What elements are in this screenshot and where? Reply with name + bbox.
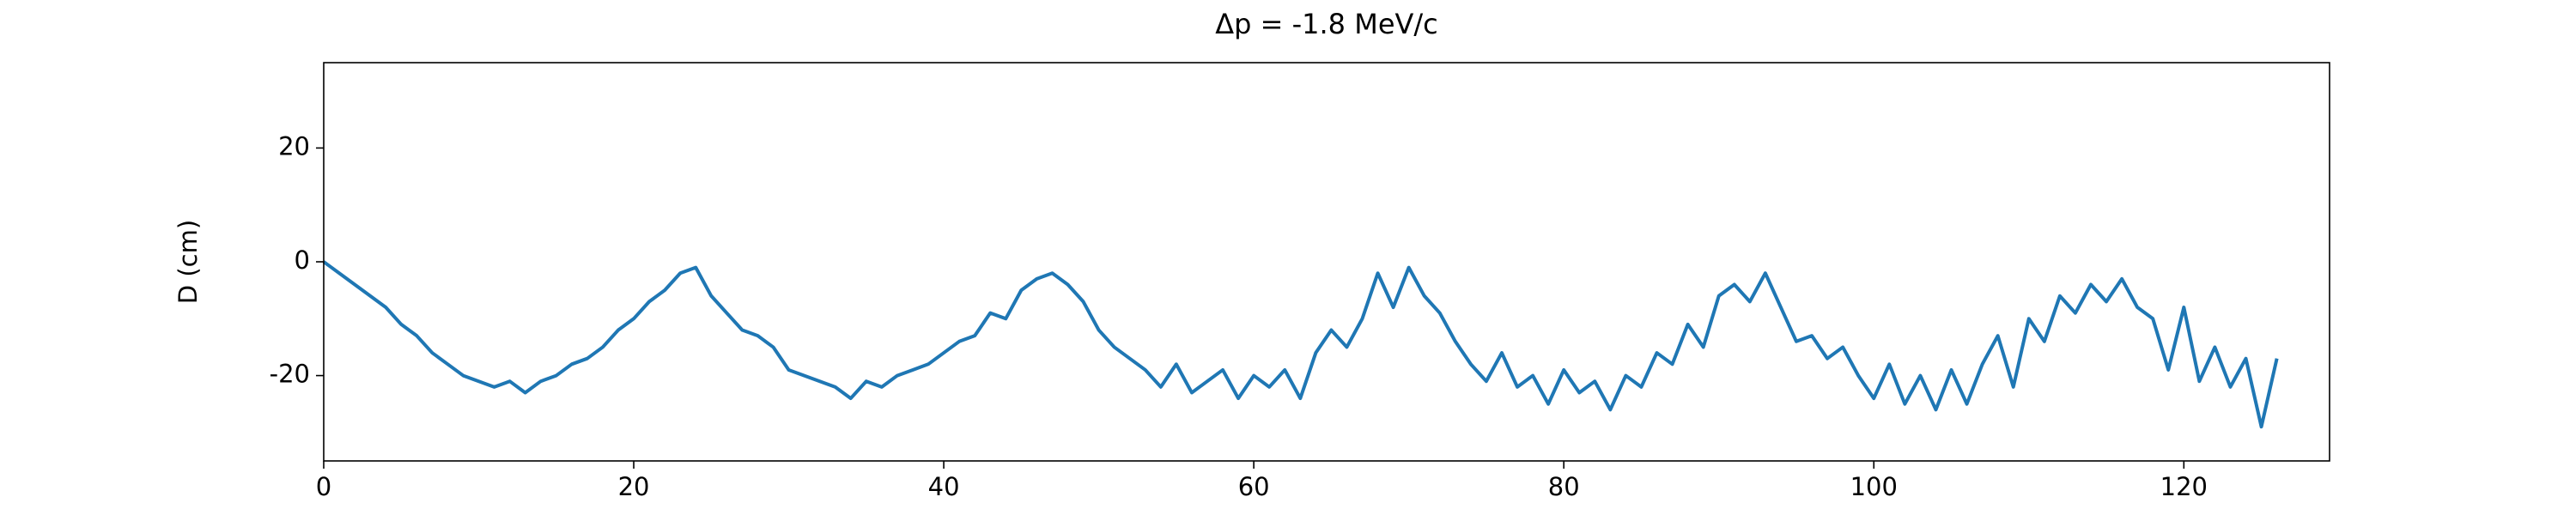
x-tick-label: 100 (1850, 472, 1898, 501)
x-tick-label: 20 (618, 472, 650, 501)
y-tick-label: 0 (295, 245, 310, 275)
plot-frame (323, 62, 2330, 462)
x-tick-label: 60 (1238, 472, 1270, 501)
x-tick-label: 0 (316, 472, 331, 501)
x-tick-label: 40 (928, 472, 960, 501)
x-tick-label: 120 (2160, 472, 2208, 501)
y-tick-label: 20 (278, 131, 310, 161)
y-axis-label: D (cm) (173, 220, 203, 304)
data-line (322, 260, 2279, 429)
x-tick-label: 80 (1548, 472, 1580, 501)
y-tick-label: -20 (270, 360, 310, 389)
chart-title: Δp = -1.8 MeV/c (1215, 8, 1438, 40)
